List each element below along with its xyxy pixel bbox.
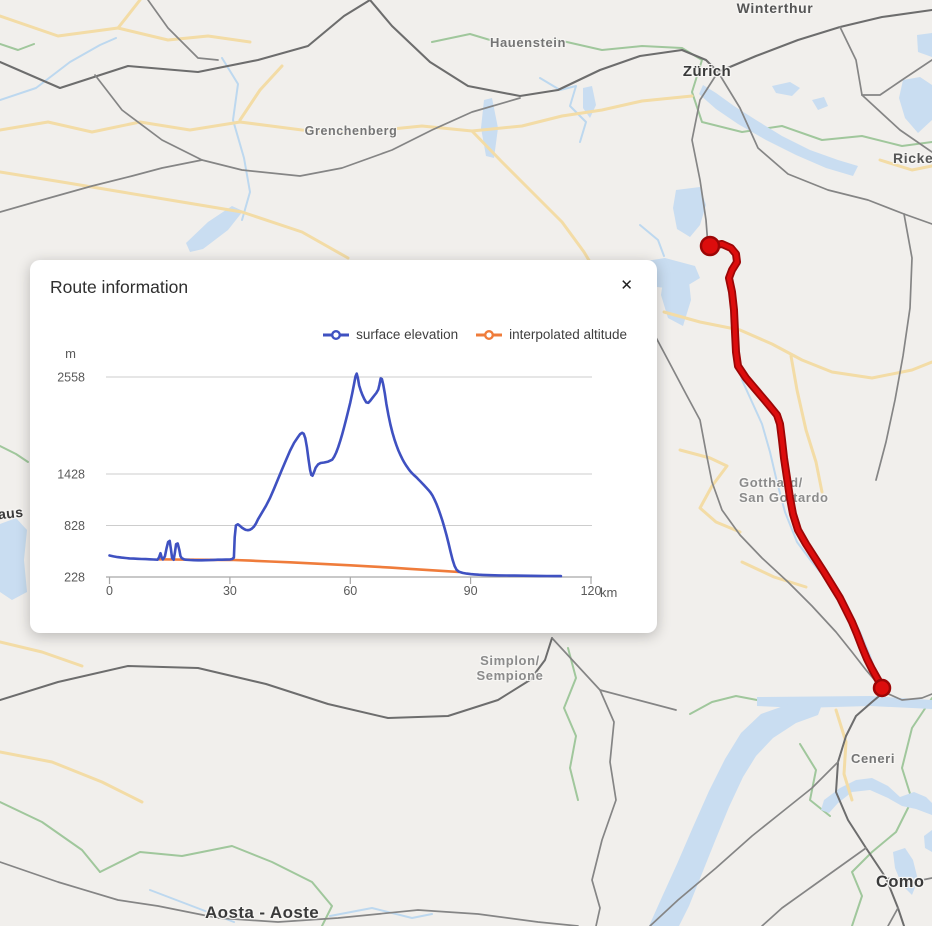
route-end-marker [872,678,892,698]
route-line[interactable] [707,241,884,688]
rivers-layer [0,37,878,923]
x-tick-label: 0 [106,584,113,598]
legend-label-interpolated: interpolated altitude [509,327,627,342]
y-tick-label: 2558 [57,371,85,385]
route-information-panel: Route information ✕ surface elevation in… [30,260,657,633]
x-axis-unit: km [600,585,617,600]
legend-item-interpolated-altitude[interactable]: interpolated altitude [476,327,627,342]
borders-layer [0,33,932,926]
legend-item-surface-elevation[interactable]: surface elevation [323,327,458,342]
y-tick-label: 228 [64,571,85,585]
y-tick-label: 1428 [57,468,85,482]
secondary-roads-layer [0,0,932,804]
close-button[interactable]: ✕ [616,274,637,297]
y-axis-unit: m [65,346,76,361]
series-surface-elevation [108,372,563,578]
legend-marker-surface [323,329,350,340]
x-tick-label: 30 [223,584,237,598]
chart-legend: surface elevation interpolated altitude [323,327,627,342]
route-start-marker [699,235,721,257]
x-tick-label: 120 [581,584,602,598]
x-tick-label: 60 [343,584,357,598]
y-tick-label: 828 [64,519,85,533]
legend-label-surface: surface elevation [356,327,459,342]
legend-marker-interpolated [476,329,503,340]
x-tick-label: 90 [464,584,478,598]
panel-title: Route information [50,277,189,297]
elevation-chart: 0 30 60 90 120 228 828 1428 2558 m km [57,346,617,600]
